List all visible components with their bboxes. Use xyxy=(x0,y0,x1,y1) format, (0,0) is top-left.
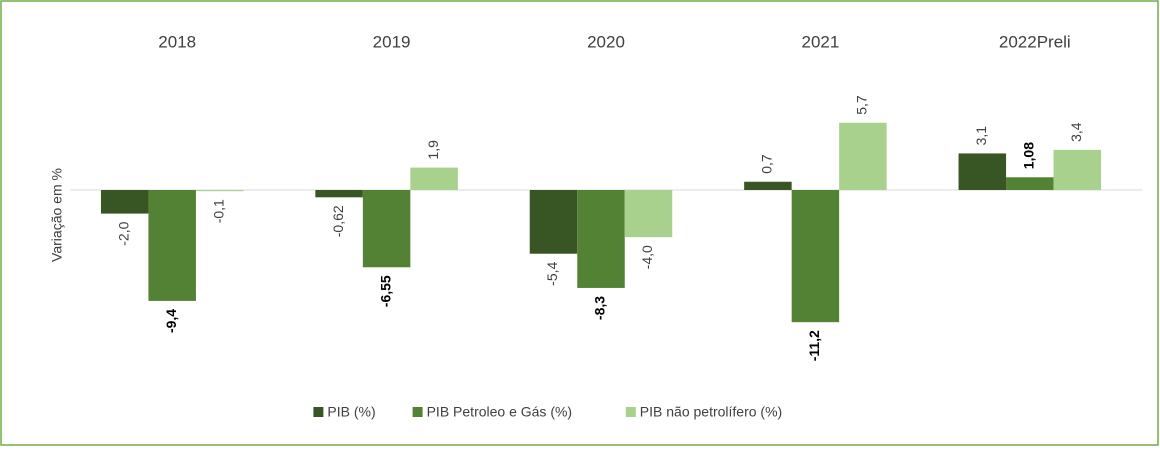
bar xyxy=(362,190,411,268)
y-axis-label: Variação em % xyxy=(49,168,65,262)
bar xyxy=(958,153,1007,190)
x-tick-label: 2021 xyxy=(801,32,839,51)
bar xyxy=(100,190,149,214)
legend-label: PIB Petroleo e Gás (%) xyxy=(427,404,573,420)
bar xyxy=(839,122,887,190)
data-label: 0,7 xyxy=(759,154,775,174)
legend-swatch xyxy=(625,407,636,417)
data-label: 1,08 xyxy=(1021,142,1037,169)
x-tick-label: 2019 xyxy=(373,32,411,51)
bar xyxy=(624,190,673,238)
data-label: -0,1 xyxy=(210,199,226,223)
bar xyxy=(148,190,196,301)
data-label: -11,2 xyxy=(806,330,822,361)
x-tick-label: 2018 xyxy=(158,32,196,51)
data-label: -9,4 xyxy=(163,309,179,333)
data-label: 1,9 xyxy=(425,140,441,160)
data-label: 3,4 xyxy=(1068,122,1084,142)
data-label: -6,55 xyxy=(377,275,393,307)
bar xyxy=(195,190,244,192)
bar xyxy=(1006,177,1054,190)
bar xyxy=(1053,149,1102,190)
data-label: -0,62 xyxy=(330,205,346,237)
data-label: 5,7 xyxy=(854,95,870,115)
legend-label: PIB (%) xyxy=(327,404,375,420)
bar xyxy=(744,181,792,190)
x-tick-label: 2022Preli xyxy=(999,32,1071,51)
bar xyxy=(410,167,458,190)
legend-swatch xyxy=(313,407,324,417)
data-label: -8,3 xyxy=(592,296,608,320)
data-label: -4,0 xyxy=(639,245,655,269)
bar xyxy=(791,190,840,323)
legend-swatch xyxy=(412,407,423,417)
bar xyxy=(529,190,578,254)
legend-label: PIB não petrolífero (%) xyxy=(640,404,782,420)
data-label: -2,0 xyxy=(115,221,131,245)
x-tick-label: 2020 xyxy=(587,32,625,51)
bar xyxy=(577,190,625,288)
data-label: -5,4 xyxy=(544,262,560,286)
bar xyxy=(315,190,363,198)
data-label: 3,1 xyxy=(973,126,989,146)
